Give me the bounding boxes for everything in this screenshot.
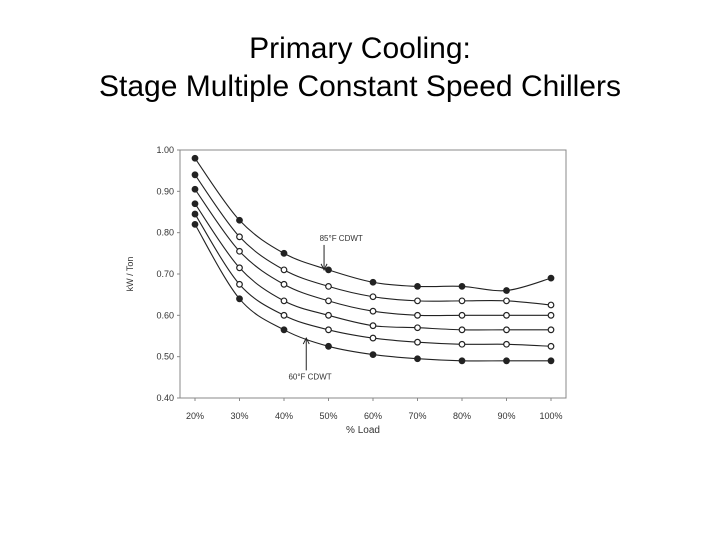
series-point <box>458 282 466 290</box>
y-tick-label: 0.70 <box>156 269 174 279</box>
y-tick-label: 0.60 <box>156 310 174 320</box>
series-point <box>369 351 377 359</box>
series-point <box>280 280 288 288</box>
series-point <box>503 287 510 294</box>
series-point <box>369 307 377 315</box>
series-point <box>369 334 377 342</box>
kw-per-ton-chart: 0.40 0.50 0.60 0.70 0.80 0.90 1.00 20% 30% 40% 50… <box>125 145 567 436</box>
series-point <box>414 338 421 346</box>
series-point <box>236 264 243 272</box>
series-point <box>458 297 466 305</box>
annotation-arrowhead <box>302 336 310 345</box>
series-point <box>458 326 466 334</box>
series-point <box>458 311 466 319</box>
series-point <box>325 311 332 319</box>
series-point <box>414 297 421 305</box>
series-point <box>547 357 555 365</box>
y-axis-label: kW / Ton <box>125 257 135 292</box>
x-tick-label: 50% <box>319 411 337 421</box>
series-point <box>236 247 243 255</box>
series-point <box>547 311 555 319</box>
series-point <box>191 171 199 179</box>
series-point <box>369 322 377 330</box>
series-point <box>280 249 288 257</box>
x-tick-label: 20% <box>186 411 204 421</box>
series-point <box>369 278 377 286</box>
x-axis-label: % Load <box>346 425 380 436</box>
series-point <box>414 311 421 319</box>
x-tick-label: 90% <box>497 411 515 421</box>
series-point <box>414 355 421 363</box>
series-point <box>280 311 288 319</box>
series-point <box>503 297 510 305</box>
y-tick-label: 0.90 <box>156 186 174 196</box>
series-point <box>503 326 510 334</box>
series-point <box>236 233 243 241</box>
series-point <box>280 326 288 334</box>
series-point <box>458 340 466 348</box>
series-point <box>236 280 243 288</box>
series-point <box>280 297 288 305</box>
y-tick-label: 0.40 <box>156 393 174 403</box>
series-layer <box>191 154 555 365</box>
slide-title-line-1: Primary Cooling: <box>249 32 471 65</box>
series-point <box>414 324 421 332</box>
series-point <box>547 326 555 334</box>
y-tick-label: 1.00 <box>156 145 174 155</box>
x-tick-label: 100% <box>539 411 562 421</box>
slide-title: Primary Cooling: Stage Multiple Constant… <box>0 30 720 106</box>
x-tick-label: 40% <box>275 411 293 421</box>
annotation-label: 60°F CDWT <box>288 372 331 381</box>
slide-title-line-2: Stage Multiple Constant Speed Chillers <box>99 70 621 103</box>
annotation-label: 85°F CDWT <box>320 234 363 243</box>
x-tick-label: 80% <box>453 411 471 421</box>
series-point <box>325 326 332 334</box>
series-point <box>325 282 332 290</box>
series-point <box>325 266 332 274</box>
series-point <box>191 154 199 162</box>
annotation-layer: 85°F CDWT 60°F CDWT <box>288 234 362 381</box>
y-tick-label: 0.50 <box>156 352 174 362</box>
series-point <box>191 200 199 208</box>
x-tick-label: 70% <box>408 411 426 421</box>
series-point <box>547 342 555 350</box>
series-point <box>503 357 510 365</box>
x-tick-label: 60% <box>364 411 382 421</box>
series-point <box>191 185 199 193</box>
series-point <box>325 342 332 350</box>
annotation-arrowhead <box>320 263 328 271</box>
series-point <box>369 293 377 301</box>
series-line <box>194 157 552 292</box>
x-tick-label: 30% <box>230 411 248 421</box>
series-point <box>236 216 243 224</box>
series-point <box>191 220 199 228</box>
y-tick-label: 0.80 <box>156 228 174 238</box>
series-point <box>547 301 555 309</box>
series-point <box>280 266 288 274</box>
series-point <box>458 357 466 365</box>
y-axis: 0.40 0.50 0.60 0.70 0.80 0.90 1.00 <box>156 145 180 403</box>
series-point <box>503 340 510 348</box>
series-point <box>191 210 199 218</box>
series-point <box>547 274 555 282</box>
series-point <box>414 282 421 290</box>
series-point <box>503 311 510 319</box>
series-point <box>236 295 243 303</box>
x-axis: 20% 30% 40% 50% 60% 70% 80% 90% 100% <box>186 398 563 421</box>
series-point <box>325 297 332 305</box>
